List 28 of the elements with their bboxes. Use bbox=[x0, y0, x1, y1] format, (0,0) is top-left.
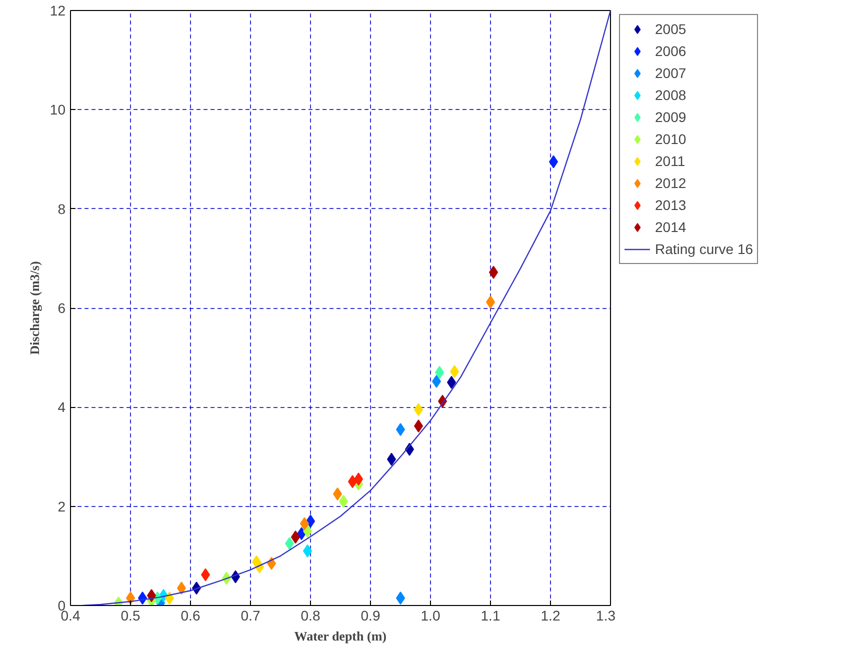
x-tick-label: 1.3 bbox=[596, 608, 616, 624]
x-tick-label: 0.7 bbox=[240, 608, 260, 624]
y-tick-label: 10 bbox=[50, 102, 66, 118]
legend-label: Rating curve 16 bbox=[655, 241, 754, 257]
y-tick-label: 8 bbox=[58, 200, 66, 217]
legend-label: 2005 bbox=[655, 21, 686, 37]
x-tick-label: 0.9 bbox=[360, 608, 380, 624]
x-tick-label: 1.0 bbox=[420, 608, 440, 624]
legend-label: 2013 bbox=[655, 197, 686, 213]
y-axis-title: Discharge (m3/s) bbox=[26, 261, 42, 355]
x-axis-title: Water depth (m) bbox=[294, 628, 386, 644]
legend-label: 2008 bbox=[655, 87, 686, 103]
x-tick-label: 0.6 bbox=[180, 608, 200, 624]
x-tick-label: 1.2 bbox=[540, 608, 560, 624]
legend-label: 2007 bbox=[655, 65, 686, 81]
x-tick-label: 0.8 bbox=[300, 608, 320, 624]
legend-label: 2011 bbox=[655, 153, 686, 169]
y-tick-label: 12 bbox=[50, 2, 66, 18]
y-tick-label: 2 bbox=[58, 498, 66, 514]
x-tick-label: 1.1 bbox=[480, 608, 500, 624]
legend-label: 2012 bbox=[655, 175, 686, 191]
x-tick-label: 0.5 bbox=[120, 608, 140, 624]
y-tick-label: 4 bbox=[58, 399, 66, 416]
legend-label: 2009 bbox=[655, 109, 686, 125]
legend-label: 2014 bbox=[655, 219, 686, 235]
legend-label: 2010 bbox=[655, 131, 686, 147]
y-tick-label: 6 bbox=[58, 300, 66, 316]
legend-label: 2006 bbox=[655, 43, 686, 59]
